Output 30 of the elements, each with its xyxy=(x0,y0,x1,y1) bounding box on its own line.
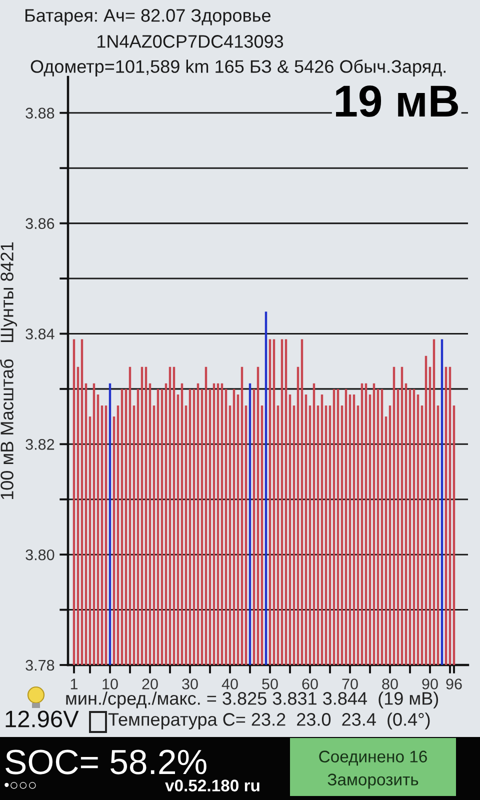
text: SOC= 58.2% xyxy=(6,750,206,774)
x-tick-label: 90 xyxy=(422,678,438,690)
y-tick-label: 3.80 xyxy=(26,549,54,560)
text: Одометр=101,589 km 165 БЗ & 5426 Обыч.Заряд. xyxy=(30,60,446,76)
text: v0.52.180 ru xyxy=(165,780,260,792)
y-tick-label: 3.88 xyxy=(26,108,54,119)
y-axis-title: 100 мВ Масштаб Шунты 8421 xyxy=(0,242,17,500)
text: Соединено 16 xyxy=(319,750,427,766)
x-tick-label: 50 xyxy=(262,678,278,690)
y-tick-label: 3.86 xyxy=(26,218,54,229)
annotation: 19 мВ xyxy=(336,85,458,117)
chart-title: Батарея: Ач= 82.07 Здоровье xyxy=(25,9,270,26)
x-tick-label: 30 xyxy=(182,678,198,690)
x-tick-label: 70 xyxy=(342,678,358,690)
text: мин./сред./макс. = 3.825 3.831 3.844 (19 мВ) xyxy=(66,692,438,708)
x-tick-label: 20 xyxy=(142,678,158,690)
x-tick-label: 40 xyxy=(222,678,238,690)
x-tick-label: 80 xyxy=(382,678,398,690)
chart-subtitle: 1N4AZ0CP7DC413093 xyxy=(98,35,284,48)
y-tick-label: 3.84 xyxy=(26,328,54,340)
x-tick-label: 10 xyxy=(102,678,118,690)
text: •○○○ xyxy=(4,782,36,789)
text: 12.96V xyxy=(6,710,79,728)
x-tick-label: 60 xyxy=(302,678,318,690)
y-tick-label: 3.78 xyxy=(26,660,54,671)
text: Температура C= 23.2 23.0 23.4 (0.4°) xyxy=(108,712,430,730)
y-tick-label: 3.82 xyxy=(26,439,54,450)
x-tick-label: 96 xyxy=(446,678,462,690)
text: Заморозить xyxy=(328,774,418,789)
x-tick-label: 1 xyxy=(70,678,78,690)
